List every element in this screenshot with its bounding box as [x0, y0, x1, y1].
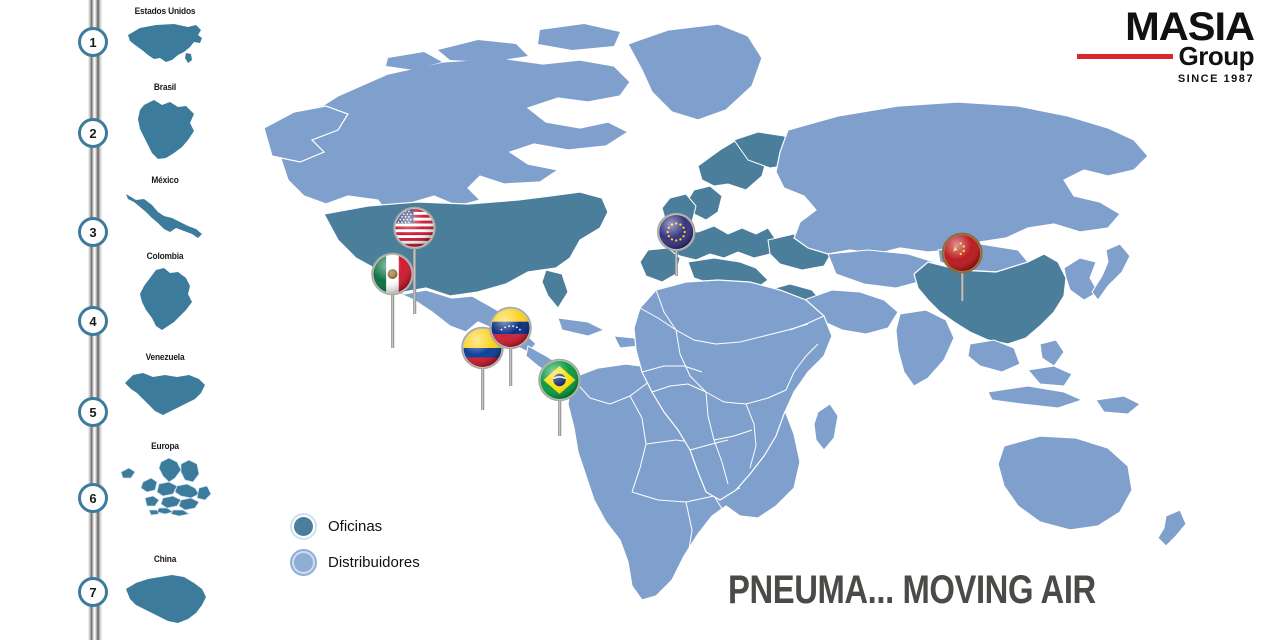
- legend-item-distribuidores[interactable]: Distribuidores: [290, 544, 420, 580]
- sidebar-item-label: Venezuela: [145, 352, 185, 363]
- timeline-node-1[interactable]: 1: [78, 27, 108, 57]
- timeline-node-2-number: 2: [89, 125, 97, 141]
- region-africa: [633, 279, 833, 501]
- sidebar-item-label: Colombia: [146, 251, 184, 262]
- sidebar-item-estados-unidos[interactable]: Estados Unidos: [112, 6, 218, 67]
- logo-wordmark: MASIA: [1125, 5, 1255, 49]
- region-madagascar: [813, 403, 839, 451]
- legend-item-oficinas[interactable]: Oficinas: [290, 508, 420, 544]
- brazil-shape-icon: [112, 95, 218, 165]
- tagline-text: PNEUMA... MOVING AIR: [728, 568, 1096, 612]
- region-india: [895, 309, 955, 387]
- legend-marker-distributor: [290, 548, 317, 576]
- region-cuba: [557, 317, 606, 337]
- legend-marker-office: [290, 512, 317, 540]
- legend-label: Distribuidores: [328, 553, 420, 571]
- china-shape-icon: [112, 567, 218, 629]
- region-png: [1095, 395, 1141, 415]
- region-canada-arctic-3: [386, 52, 442, 70]
- sidebar-item-china[interactable]: China: [112, 554, 218, 629]
- region-philippines: [1039, 339, 1065, 367]
- timeline-node-7[interactable]: 7: [78, 577, 108, 607]
- region-japan: [1091, 243, 1131, 301]
- region-sea: [967, 339, 1021, 373]
- timeline-node-5-number: 5: [89, 404, 97, 420]
- region-newzealand: [1157, 509, 1187, 547]
- sidebar-item-europa[interactable]: Europa: [112, 441, 218, 518]
- region-canada-arctic-1: [438, 40, 528, 62]
- usa-shape-icon: [112, 19, 218, 67]
- map-pin-brasil[interactable]: [538, 358, 581, 437]
- country-timeline-sidebar: 1 Estados Unidos 2 Brasil 3 México: [0, 0, 220, 640]
- map-pin-china[interactable]: [941, 232, 983, 302]
- region-canada-arctic-2: [538, 24, 620, 50]
- sidebar-item-brasil[interactable]: Brasil: [112, 82, 218, 165]
- region-usa: [323, 191, 609, 297]
- europe-shape-icon: [112, 454, 218, 518]
- timeline-node-3[interactable]: 3: [78, 217, 108, 247]
- timeline-node-1-number: 1: [89, 34, 97, 50]
- sidebar-item-label: México: [151, 175, 179, 186]
- masia-group-logo[interactable]: MASIA Group SINCE 1987: [1024, 7, 1255, 86]
- legend-label: Oficinas: [328, 517, 383, 535]
- region-indonesia-2: [1027, 365, 1073, 387]
- map-pin-mexico[interactable]: [371, 252, 414, 349]
- africa-borders: [639, 289, 825, 485]
- sidebar-item-label: Europa: [151, 441, 179, 452]
- timeline-node-4-number: 4: [89, 313, 97, 329]
- timeline-node-6[interactable]: 6: [78, 483, 108, 513]
- timeline-node-7-number: 7: [89, 584, 97, 600]
- region-mexico: [373, 269, 537, 353]
- region-greenland: [627, 23, 763, 121]
- timeline-node-3-number: 3: [89, 224, 97, 240]
- sidebar-item-venezuela[interactable]: Venezuela: [112, 352, 218, 423]
- timeline-node-5[interactable]: 5: [78, 397, 108, 427]
- timeline-node-6-number: 6: [89, 490, 97, 506]
- map-pin-estados-unidos[interactable]: [393, 206, 436, 315]
- timeline-node-4[interactable]: 4: [78, 306, 108, 336]
- venezuela-shape-icon: [112, 365, 218, 423]
- timeline-node-2[interactable]: 2: [78, 118, 108, 148]
- sidebar-item-label: China: [153, 554, 177, 565]
- sidebar-item-label: Estados Unidos: [134, 6, 196, 17]
- map-pin-venezuela[interactable]: [489, 306, 532, 387]
- mexico-shape-icon: [112, 188, 218, 246]
- map-pin-europa[interactable]: [656, 212, 696, 277]
- region-usa-florida: [541, 269, 569, 309]
- region-australia: [997, 435, 1133, 531]
- region-indonesia-1: [987, 385, 1084, 409]
- region-alaska: [263, 105, 349, 163]
- sidebar-item-mexico[interactable]: México: [112, 175, 218, 246]
- logo-red-bar: [1076, 53, 1173, 59]
- region-china: [913, 253, 1067, 345]
- logo-since-text: SINCE 1987: [1177, 73, 1254, 86]
- map-legend: Oficinas Distribuidores: [290, 508, 420, 580]
- sidebar-item-colombia[interactable]: Colombia: [112, 251, 218, 336]
- world-map: [228, 0, 1280, 640]
- region-russia-asia: [775, 101, 1149, 255]
- sidebar-item-label: Brasil: [153, 82, 177, 93]
- logo-subword: Group: [1178, 41, 1255, 72]
- colombia-shape-icon: [112, 264, 218, 336]
